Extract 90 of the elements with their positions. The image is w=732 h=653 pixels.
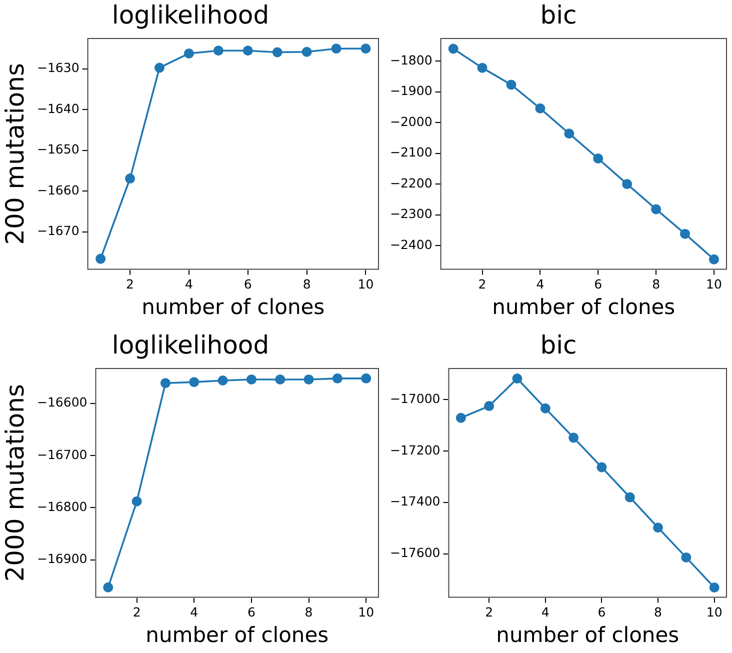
x-tick-label: 8 xyxy=(652,276,660,292)
x-tick-label: 10 xyxy=(358,276,374,292)
point xyxy=(213,46,224,56)
y-tick-label: −1900 xyxy=(390,83,432,98)
x-axis-title: number of clones xyxy=(142,294,325,319)
y-tick-label: −17600 xyxy=(390,545,440,560)
point xyxy=(653,522,664,533)
point xyxy=(624,492,635,502)
point xyxy=(568,432,579,443)
point xyxy=(242,46,253,56)
y-tick-label: −1650 xyxy=(36,142,80,157)
chart-title: bic xyxy=(540,330,577,360)
x-tick-label: 8 xyxy=(654,604,662,620)
x-tick-label: 2 xyxy=(126,276,134,292)
y-tick-label: −16700 xyxy=(36,446,88,462)
y-tick-label: −1800 xyxy=(390,52,432,68)
point xyxy=(593,154,604,164)
point xyxy=(331,44,342,54)
x-tick-label: 6 xyxy=(244,276,252,292)
point xyxy=(132,496,142,506)
point xyxy=(622,179,632,190)
x-tick-label: 2 xyxy=(478,276,486,292)
point xyxy=(448,44,458,54)
y-tick-label: −16600 xyxy=(36,394,88,410)
point xyxy=(154,62,164,73)
point xyxy=(512,374,522,384)
y-tick-label: −17400 xyxy=(390,494,440,509)
point xyxy=(184,48,194,58)
y-tick-label: −16800 xyxy=(36,498,88,514)
point xyxy=(218,376,228,386)
chart-title: loglikelihood xyxy=(112,330,270,360)
y-tick-label: −2300 xyxy=(390,206,432,222)
y-tick-label: −16900 xyxy=(36,551,88,566)
y-tick-label: −1630 xyxy=(36,60,80,76)
x-axis-title: number of clones xyxy=(496,622,680,647)
point xyxy=(709,582,720,593)
y-axis-title: 2000 mutations xyxy=(0,384,30,582)
y-tick-label: −1670 xyxy=(36,223,80,238)
point xyxy=(506,80,516,90)
x-tick-label: 10 xyxy=(706,604,722,620)
point xyxy=(332,373,342,384)
point xyxy=(361,373,372,384)
point xyxy=(484,401,494,412)
y-tick-label: −2200 xyxy=(390,175,432,190)
point xyxy=(680,228,690,239)
x-axis-title: number of clones xyxy=(146,622,329,647)
x-tick-label: 8 xyxy=(302,276,311,292)
x-tick-label: 6 xyxy=(594,276,602,292)
point xyxy=(96,254,106,264)
x-tick-label: 6 xyxy=(247,604,256,620)
point xyxy=(272,47,282,58)
point xyxy=(360,44,371,54)
point xyxy=(651,204,662,214)
point xyxy=(302,46,312,57)
x-tick-label: 6 xyxy=(598,604,606,620)
x-tick-label: 10 xyxy=(358,604,374,620)
point xyxy=(477,62,488,73)
point xyxy=(681,552,692,562)
y-tick-label: −17200 xyxy=(390,442,440,458)
point xyxy=(456,412,466,423)
point xyxy=(535,103,546,114)
point xyxy=(304,374,314,384)
x-tick-label: 4 xyxy=(536,276,544,292)
x-tick-label: 4 xyxy=(190,604,198,620)
y-tick-label: −1660 xyxy=(36,182,80,198)
point xyxy=(160,378,170,388)
x-tick-label: 4 xyxy=(541,604,550,620)
point xyxy=(103,582,114,592)
point xyxy=(540,403,550,414)
y-tick-label: −17000 xyxy=(390,390,440,406)
y-tick-label: −2100 xyxy=(390,144,432,160)
point xyxy=(246,374,256,384)
x-tick-label: 4 xyxy=(184,276,193,292)
chart-title: bic xyxy=(540,0,577,30)
y-tick-label: −1640 xyxy=(36,100,80,116)
x-tick-label: 2 xyxy=(132,604,141,620)
point xyxy=(564,128,574,139)
y-tick-label: −2000 xyxy=(390,114,432,129)
point xyxy=(125,174,136,184)
point xyxy=(189,377,200,388)
y-axis-title: 200 mutations xyxy=(0,62,30,245)
point xyxy=(708,254,719,264)
chart-title: loglikelihood xyxy=(112,0,270,30)
x-tick-label: 10 xyxy=(706,276,722,292)
x-tick-label: 8 xyxy=(304,604,313,620)
x-axis-title: number of clones xyxy=(492,294,676,319)
y-tick-label: −2400 xyxy=(390,236,432,252)
x-tick-label: 2 xyxy=(485,604,494,620)
point xyxy=(275,374,286,384)
point xyxy=(596,462,607,472)
